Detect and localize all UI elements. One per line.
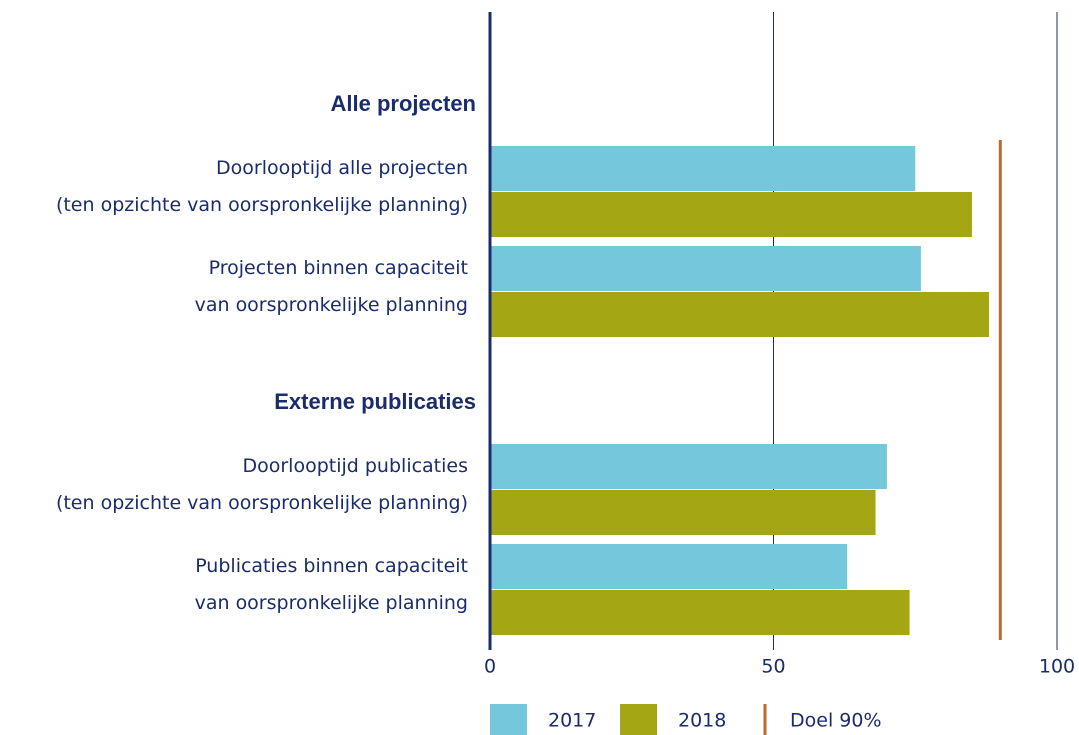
bar: [490, 490, 876, 535]
group-label: Alle projecten: [331, 91, 476, 116]
legend-label: 2017: [548, 710, 596, 732]
group-label: Externe publicaties: [274, 389, 476, 414]
category-label: (ten opzichte van oorspronkelijke planni…: [56, 194, 468, 216]
legend-label: 2018: [678, 710, 726, 732]
category-label: van oorspronkelijke planning: [195, 294, 468, 316]
bar: [490, 292, 989, 337]
category-label: Projecten binnen capaciteit: [209, 257, 468, 279]
legend-swatch: [490, 704, 527, 735]
x-tick-label: 50: [761, 656, 785, 678]
x-tick-label: 0: [484, 656, 496, 678]
category-label: Publicaties binnen capaciteit: [195, 555, 468, 577]
bar: [490, 544, 848, 589]
legend-swatch: [620, 704, 657, 735]
legend-label: Doel 90%: [790, 710, 882, 732]
category-label: Doorlooptijd alle projecten: [216, 157, 468, 179]
bar: [490, 444, 887, 489]
bar: [490, 246, 921, 291]
bar: [490, 146, 916, 191]
bar: [490, 192, 972, 237]
bar: [490, 590, 910, 635]
category-label: van oorspronkelijke planning: [195, 592, 468, 614]
category-label: (ten opzichte van oorspronkelijke planni…: [56, 492, 468, 514]
category-label: Doorlooptijd publicaties: [242, 455, 468, 477]
x-tick-label: 100: [1039, 656, 1075, 678]
